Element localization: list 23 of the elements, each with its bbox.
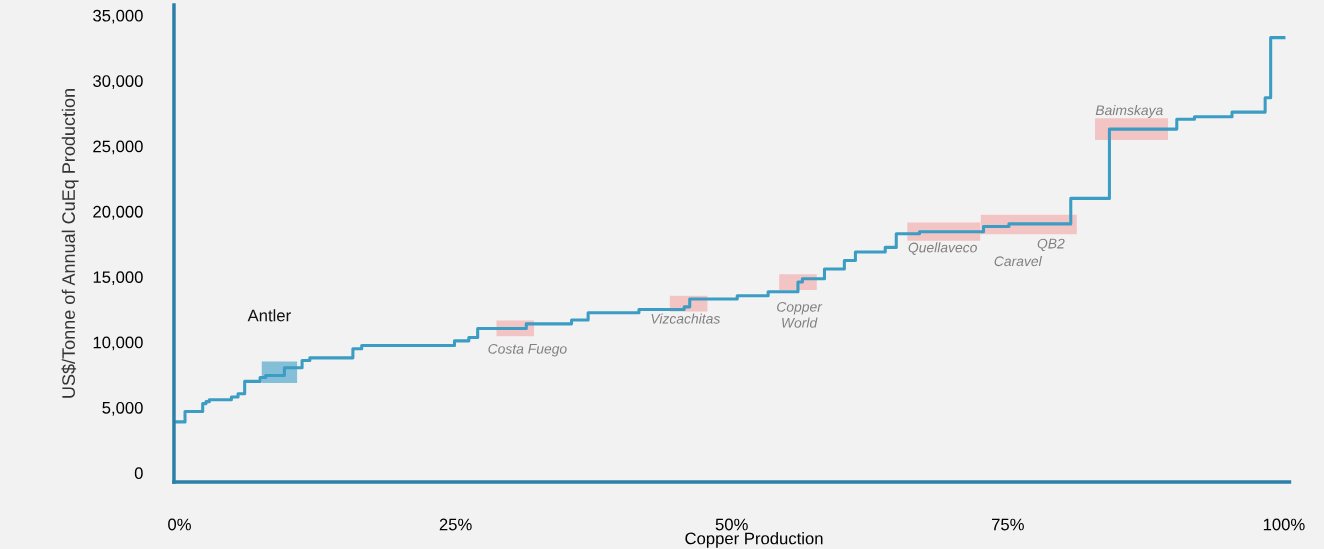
- annotation: Caravel: [994, 255, 1042, 267]
- annotation: Antler: [247, 309, 291, 322]
- x-tick-label: 75%: [991, 518, 1024, 531]
- x-tick-label: 50%: [715, 518, 748, 531]
- y-tick-label: 10,000: [93, 336, 143, 351]
- y-axis-title: US$/Tonne of Annual CuEq Production: [61, 89, 79, 398]
- annotation: Costa Fuego: [488, 343, 567, 357]
- annotation: Quellaveco: [908, 242, 977, 255]
- annotation: Baimskaya: [1095, 104, 1163, 118]
- y-tick-label: 30,000: [93, 75, 143, 89]
- x-tick-label: 25%: [439, 518, 472, 531]
- y-tick-label: 15,000: [93, 271, 143, 285]
- x-axis-title: Copper Production: [685, 532, 823, 548]
- y-tick-label: 35,000: [93, 9, 143, 24]
- annotation: Copper World: [777, 301, 823, 328]
- x-tick-label: 0%: [168, 518, 191, 531]
- x-tick-label: 100%: [1263, 518, 1305, 531]
- y-tick-label: 20,000: [93, 205, 143, 220]
- y-tick-label: 5,000: [102, 401, 143, 416]
- annotation: QB2: [1037, 238, 1065, 251]
- y-tick-label: 25,000: [93, 140, 143, 155]
- y-tick-label: 0: [134, 467, 143, 480]
- annotation: Vizcachitas: [651, 313, 721, 324]
